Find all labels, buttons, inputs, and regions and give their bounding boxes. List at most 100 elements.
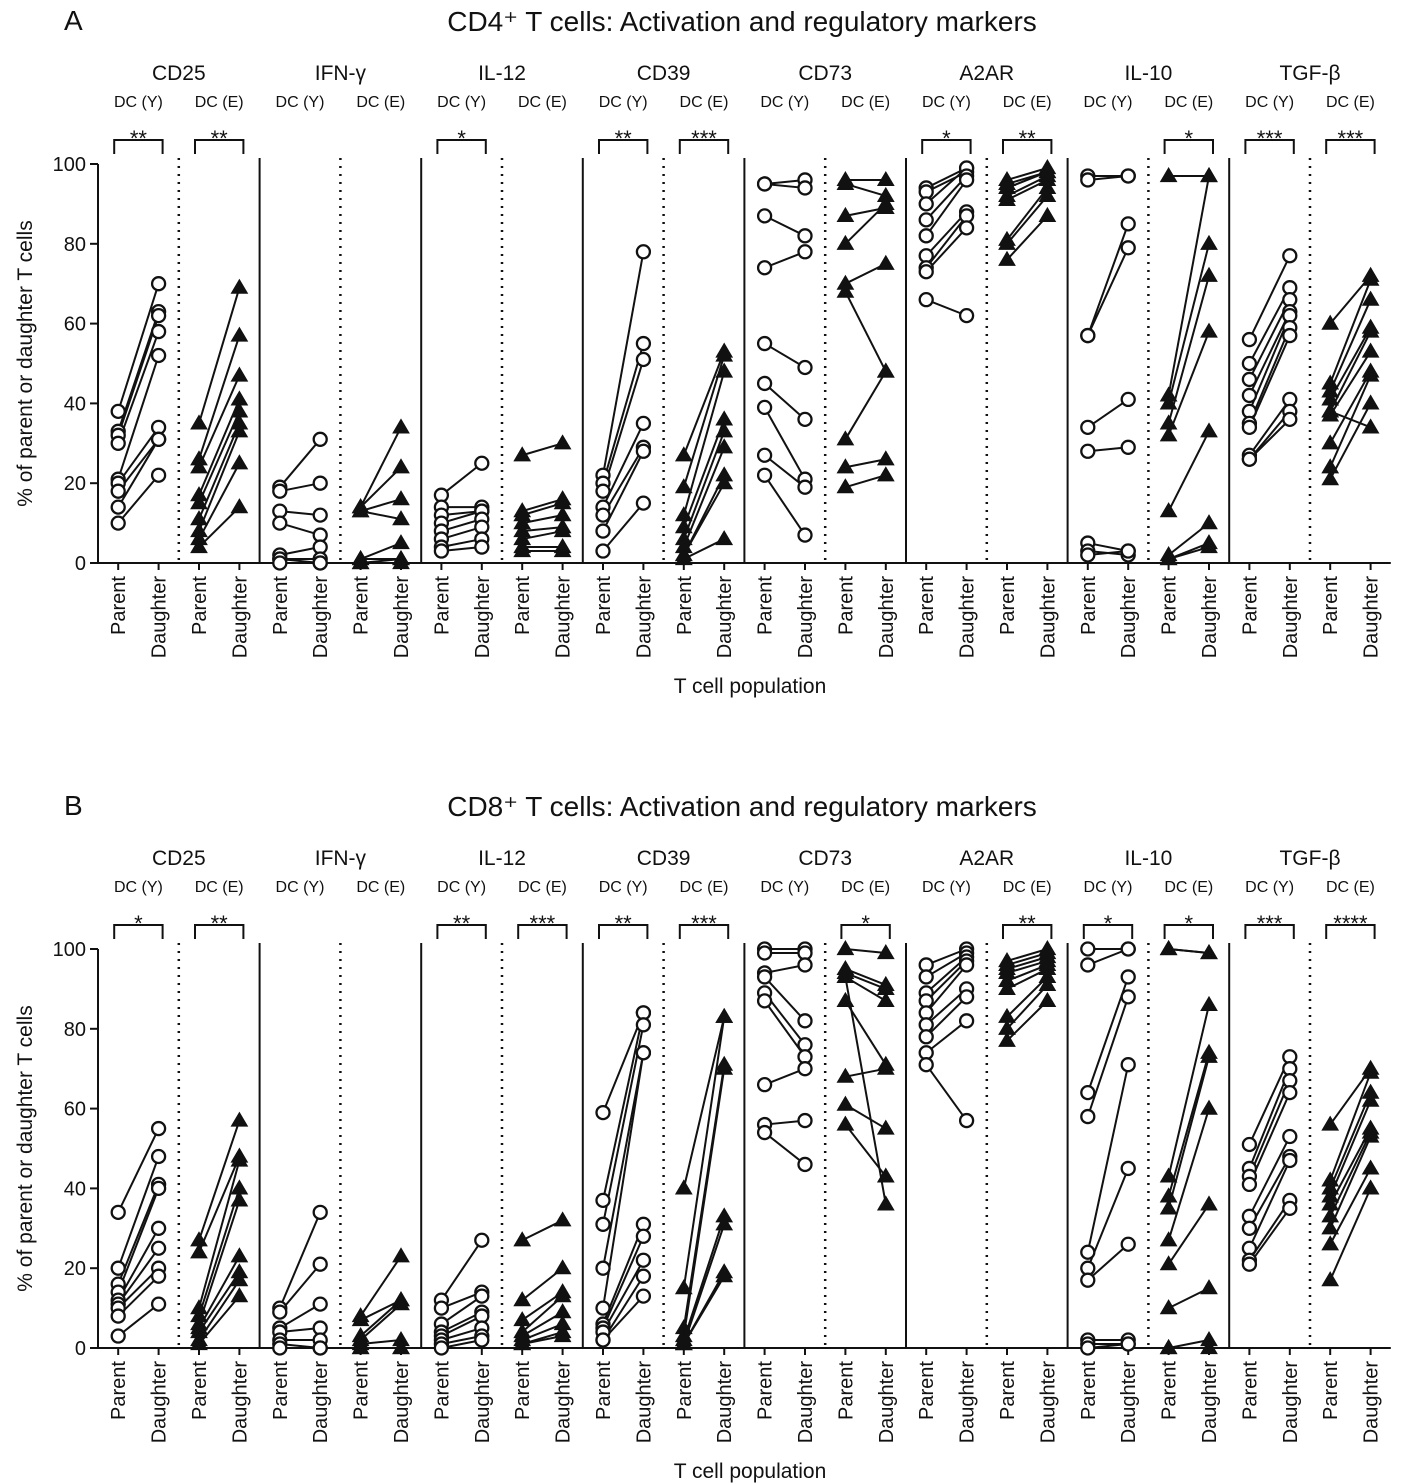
series-IL-12-DC (Y): * (433, 126, 490, 559)
series-IFN-γ-DC (E) (351, 418, 410, 570)
pair-line (602, 1024, 645, 1225)
x-category-label: Parent (755, 576, 777, 635)
series-CD39-DC (Y): ** (595, 126, 652, 559)
dc-label: DC (Y) (599, 879, 648, 896)
significance-label: ** (1019, 126, 1037, 151)
daughter-point (553, 434, 572, 450)
parent-point (1159, 1231, 1178, 1247)
y-tick-label: 40 (64, 1178, 86, 1200)
pair-line (117, 474, 160, 524)
daughter-point (797, 527, 813, 543)
parent-point (674, 1179, 693, 1195)
x-category-label: Daughter (1118, 576, 1140, 659)
pair-line (1167, 1056, 1210, 1209)
parent-point (918, 1057, 934, 1073)
parent-point (1080, 957, 1096, 973)
daughter-point (230, 1247, 249, 1263)
marker-name: IFN-γ (315, 847, 367, 870)
dc-label: DC (Y) (922, 94, 971, 111)
parent-point (1241, 387, 1258, 404)
significance-label: *** (530, 911, 556, 936)
x-category-label: Parent (431, 576, 453, 635)
daughter-point (474, 1232, 490, 1248)
dc-label: DC (E) (1164, 94, 1213, 111)
parent-point (1159, 426, 1178, 442)
daughter-point (876, 466, 895, 482)
parent-point (1159, 1255, 1178, 1271)
parent-point (1241, 419, 1258, 435)
parent-point (1080, 1272, 1096, 1288)
pair-line (117, 315, 160, 436)
parent-point (836, 174, 855, 191)
x-axis-title: T cell population (674, 675, 827, 698)
x-category-label: Daughter (714, 576, 736, 659)
pair-line (198, 375, 241, 468)
series-TGF-β-DC (E): *** (1321, 126, 1380, 486)
daughter-point (1038, 991, 1057, 1007)
daughter-point (635, 351, 652, 368)
daughter-point (1282, 248, 1298, 264)
parent-point (513, 1231, 532, 1247)
pair-line (1329, 370, 1372, 444)
daughter-point (876, 1167, 895, 1183)
significance-bracket (113, 924, 164, 939)
x-category-label: Daughter (472, 1361, 494, 1444)
parent-point (1241, 331, 1258, 348)
daughter-point (635, 1228, 652, 1244)
significance-label: **** (1333, 911, 1368, 936)
daughter-point (1120, 168, 1136, 184)
pair-line (521, 498, 563, 513)
parent-point (272, 1340, 288, 1356)
parent-point (513, 542, 532, 558)
pair-line (359, 426, 402, 508)
x-category-label: Daughter (553, 1361, 575, 1444)
significance-bracket (1002, 924, 1053, 939)
x-category-label: Daughter (876, 1361, 898, 1444)
series-A2AR-DC (Y) (918, 941, 975, 1129)
dc-label: DC (Y) (599, 94, 648, 111)
x-category-label: Parent (351, 576, 373, 635)
pair-line (117, 438, 160, 508)
daughter-point (1038, 975, 1057, 992)
significance-bracket (194, 924, 245, 939)
pair-line (925, 179, 968, 237)
daughter-point (797, 1061, 813, 1077)
pair-line (198, 1200, 241, 1325)
dc-label: DC (Y) (114, 879, 163, 896)
x-category-label: Parent (108, 1361, 130, 1420)
pair-line (198, 287, 241, 424)
pair-line (1329, 1092, 1372, 1189)
dc-label: DC (E) (1003, 879, 1052, 896)
series-CD39-DC (E): *** (674, 126, 734, 566)
pair-line (1248, 255, 1291, 340)
parent-point (513, 1291, 532, 1307)
pair-line (845, 474, 887, 489)
significance-label: *** (1257, 911, 1283, 936)
daughter-point (150, 276, 167, 292)
dc-label: DC (Y) (437, 94, 486, 111)
pair-line (1168, 1339, 1210, 1349)
daughter-point (876, 991, 895, 1007)
significance-label: * (861, 911, 870, 936)
dc-label: DC (E) (356, 94, 405, 111)
series-TGF-β-DC (Y): *** (1241, 911, 1298, 1272)
y-tick-label: 80 (64, 1019, 86, 1041)
pair-line (925, 996, 968, 1038)
daughter-point (958, 1112, 975, 1129)
daughter-point (1282, 1128, 1298, 1145)
x-category-label: Parent (1239, 576, 1261, 635)
pair-line (602, 359, 645, 492)
daughter-point (1200, 538, 1218, 554)
daughter-point (150, 1120, 167, 1137)
parent-point (272, 555, 288, 571)
series-CD73-DC (E) (836, 170, 895, 494)
significance-label: * (134, 911, 143, 936)
daughter-point (635, 1288, 652, 1304)
pair-line (1006, 187, 1049, 241)
significance-label: * (1185, 911, 1194, 936)
daughter-point (715, 346, 734, 362)
x-category-label: Parent (916, 576, 938, 635)
pair-line (117, 1303, 160, 1337)
daughter-point (1361, 418, 1380, 434)
parent-point (836, 1095, 855, 1111)
